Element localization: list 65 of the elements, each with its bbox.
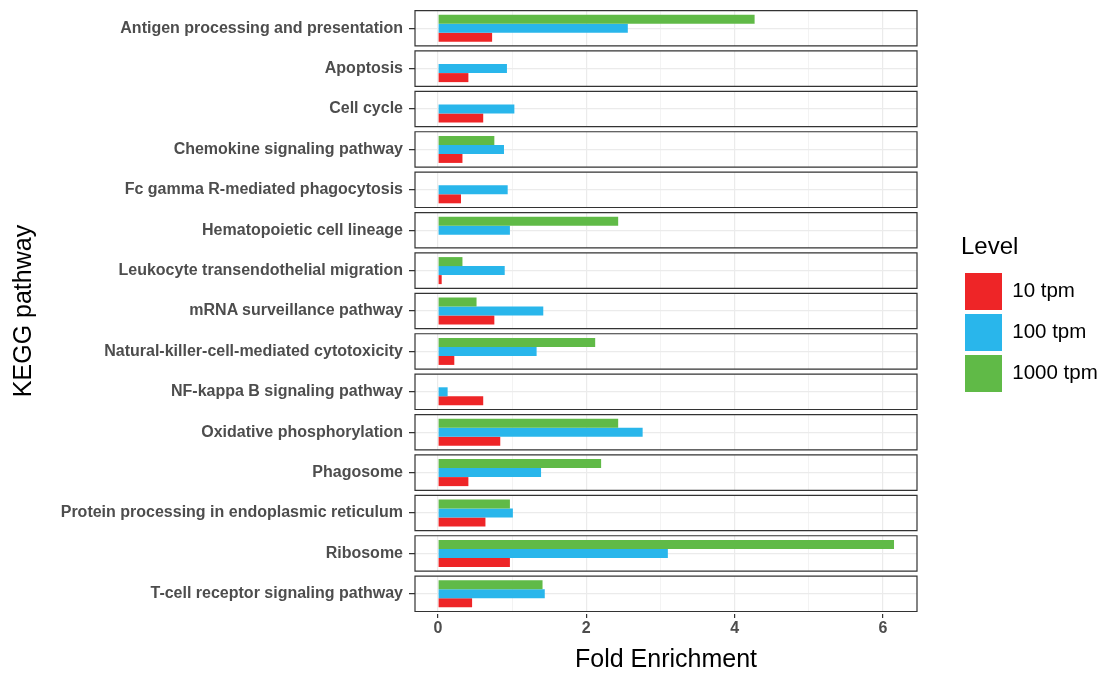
bar bbox=[438, 23, 628, 33]
bar bbox=[438, 257, 463, 267]
bar bbox=[438, 517, 486, 527]
bar bbox=[438, 427, 643, 437]
bar bbox=[438, 315, 495, 325]
bar bbox=[438, 346, 537, 356]
y-tick-label: Fc gamma R-mediated phagocytosis bbox=[124, 180, 404, 198]
bar bbox=[438, 459, 602, 469]
bar bbox=[438, 557, 510, 567]
y-axis-title: KEGG pathway bbox=[8, 224, 37, 398]
legend-title: Level bbox=[961, 231, 1019, 259]
bar bbox=[438, 14, 755, 24]
bar bbox=[438, 387, 448, 397]
y-tick-label: T-cell receptor signaling pathway bbox=[150, 584, 404, 602]
bar bbox=[438, 598, 473, 608]
bar bbox=[438, 153, 463, 163]
y-tick-label: NF-kappa B signaling pathway bbox=[170, 382, 404, 400]
bar bbox=[438, 194, 461, 204]
y-tick-label: Chemokine signaling pathway bbox=[173, 139, 404, 157]
bar bbox=[438, 306, 544, 316]
bar bbox=[438, 32, 493, 42]
y-tick-label: Hematopoietic cell lineage bbox=[202, 220, 404, 238]
bar bbox=[438, 113, 484, 123]
bar bbox=[438, 355, 455, 365]
bar bbox=[438, 144, 504, 154]
bar bbox=[438, 135, 495, 145]
bar bbox=[438, 436, 501, 446]
y-tick-label: Oxidative phosphorylation bbox=[201, 422, 403, 440]
legend-label: 10 tpm bbox=[1012, 278, 1075, 302]
y-tick-label: Apoptosis bbox=[324, 59, 404, 77]
bar bbox=[438, 477, 469, 487]
y-tick-label: Phagosome bbox=[312, 463, 404, 481]
y-tick-label: Leukocyte transendothelial migration bbox=[118, 261, 403, 279]
bar bbox=[438, 580, 543, 590]
x-tick-label: 4 bbox=[730, 619, 740, 637]
bar bbox=[438, 225, 510, 235]
legend-label: 1000 tpm bbox=[1012, 360, 1098, 384]
bar bbox=[438, 539, 895, 549]
bar bbox=[438, 418, 619, 428]
bar bbox=[438, 185, 508, 195]
x-tick-label: 2 bbox=[581, 619, 591, 637]
bar bbox=[438, 216, 619, 226]
bar bbox=[438, 275, 442, 285]
y-tick-label: mRNA surveillance pathway bbox=[189, 301, 404, 319]
bar bbox=[438, 468, 542, 478]
y-tick-label: Ribosome bbox=[325, 543, 404, 561]
bar bbox=[438, 508, 513, 518]
bar bbox=[438, 589, 545, 599]
y-tick-label: Natural-killer-cell-mediated cytotoxicity bbox=[104, 341, 404, 359]
legend-label: 100 tpm bbox=[1012, 319, 1087, 343]
bar bbox=[438, 64, 507, 74]
x-tick-label: 6 bbox=[878, 619, 888, 637]
bar bbox=[438, 73, 469, 83]
bar bbox=[438, 297, 477, 307]
bar bbox=[438, 104, 515, 114]
bar bbox=[438, 266, 505, 276]
x-tick-label: 0 bbox=[433, 619, 443, 637]
bar bbox=[438, 499, 510, 509]
y-tick-label: Cell cycle bbox=[329, 99, 404, 117]
x-axis-title: Fold Enrichment bbox=[574, 644, 758, 673]
bar bbox=[438, 396, 484, 406]
bar bbox=[438, 337, 596, 347]
y-tick-label: Protein processing in endoplasmic reticulum bbox=[60, 503, 403, 521]
y-tick-label: Antigen processing and presentation bbox=[120, 18, 403, 36]
bar bbox=[438, 548, 668, 558]
